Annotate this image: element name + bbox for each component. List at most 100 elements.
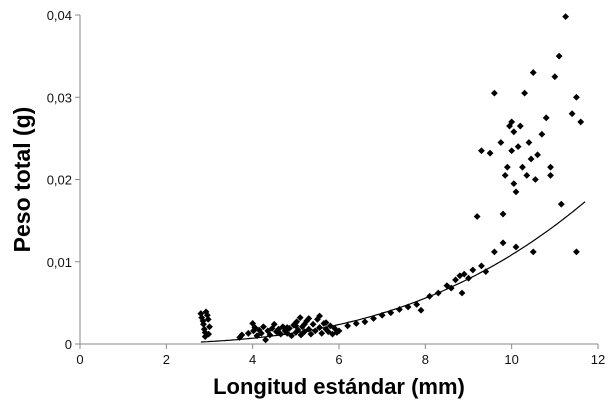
data-point bbox=[516, 122, 524, 130]
data-point bbox=[525, 139, 533, 146]
x-tick-label: 0 bbox=[76, 352, 83, 367]
data-point bbox=[568, 110, 576, 118]
x-tick-label: 4 bbox=[249, 352, 256, 367]
data-point bbox=[426, 292, 434, 300]
y-tick-label: 0,01 bbox=[47, 255, 72, 270]
data-point bbox=[514, 143, 522, 150]
data-point bbox=[434, 289, 442, 297]
data-point bbox=[497, 139, 505, 146]
data-point bbox=[551, 73, 559, 81]
data-point bbox=[307, 330, 315, 338]
y-tick-label: 0,03 bbox=[47, 90, 72, 105]
data-point bbox=[270, 320, 278, 328]
x-tick-label: 10 bbox=[504, 352, 518, 367]
data-point bbox=[301, 320, 308, 328]
data-point bbox=[482, 268, 490, 276]
data-point bbox=[255, 326, 263, 334]
data-point bbox=[503, 163, 511, 171]
data-point bbox=[521, 89, 529, 97]
data-point bbox=[508, 147, 516, 155]
data-point bbox=[352, 320, 360, 327]
data-point bbox=[344, 322, 352, 330]
data-point bbox=[486, 149, 494, 157]
data-point bbox=[322, 325, 330, 333]
data-point bbox=[311, 327, 319, 335]
data-point bbox=[370, 315, 377, 322]
data-point bbox=[499, 210, 507, 218]
data-point bbox=[378, 311, 386, 319]
data-point bbox=[206, 323, 213, 331]
data-point bbox=[198, 314, 206, 322]
data-point bbox=[387, 309, 395, 317]
data-points bbox=[197, 13, 585, 344]
data-point bbox=[460, 270, 468, 278]
data-point bbox=[452, 276, 459, 284]
data-point bbox=[501, 171, 509, 179]
data-point bbox=[275, 329, 282, 336]
data-point bbox=[257, 329, 265, 337]
data-point bbox=[519, 163, 526, 171]
data-point bbox=[491, 248, 498, 256]
data-point bbox=[305, 315, 313, 322]
data-point bbox=[547, 171, 554, 179]
data-point bbox=[318, 329, 326, 337]
tick-group: 0 2 4 6 8 10 12 0 0,01 0,02 0,03 0,04 bbox=[47, 8, 606, 367]
data-point bbox=[523, 171, 531, 179]
data-point bbox=[534, 151, 541, 159]
data-point bbox=[322, 319, 330, 327]
data-point bbox=[335, 327, 343, 335]
data-point bbox=[260, 323, 267, 331]
y-tick-label: 0 bbox=[65, 337, 72, 352]
data-point bbox=[491, 89, 498, 97]
data-point bbox=[529, 69, 537, 76]
data-point bbox=[292, 322, 300, 330]
data-point bbox=[478, 262, 485, 270]
data-point bbox=[200, 325, 208, 333]
axes bbox=[79, 15, 598, 345]
data-point bbox=[396, 306, 403, 313]
data-point bbox=[305, 325, 313, 333]
data-point bbox=[532, 176, 539, 183]
data-point bbox=[268, 324, 276, 332]
data-point bbox=[577, 118, 585, 126]
data-point bbox=[197, 310, 205, 317]
data-point bbox=[510, 180, 518, 188]
data-point bbox=[201, 333, 209, 340]
data-point bbox=[361, 318, 369, 326]
data-point bbox=[527, 155, 535, 163]
data-point bbox=[204, 315, 212, 323]
x-tick-label: 12 bbox=[591, 352, 605, 367]
data-point bbox=[473, 213, 481, 220]
data-point bbox=[547, 163, 554, 171]
data-point bbox=[465, 274, 472, 282]
data-point bbox=[331, 324, 339, 332]
data-point bbox=[316, 312, 323, 320]
data-point bbox=[538, 130, 546, 138]
data-point bbox=[236, 334, 244, 341]
data-point bbox=[413, 301, 421, 308]
data-point bbox=[458, 289, 466, 297]
x-tick-label: 8 bbox=[422, 352, 429, 367]
data-point bbox=[316, 324, 323, 331]
data-point bbox=[296, 314, 304, 322]
data-point bbox=[512, 243, 520, 251]
fit-curve bbox=[200, 201, 586, 343]
data-point bbox=[508, 118, 516, 126]
y-tick-label: 0,02 bbox=[47, 173, 72, 188]
data-point bbox=[249, 320, 257, 327]
data-point bbox=[238, 331, 246, 339]
data-point bbox=[573, 248, 580, 256]
data-point bbox=[562, 13, 570, 21]
data-point bbox=[499, 239, 507, 247]
data-point bbox=[262, 336, 270, 344]
data-point bbox=[283, 324, 291, 331]
data-point bbox=[288, 332, 295, 340]
data-point bbox=[557, 200, 565, 208]
x-tick-label: 2 bbox=[163, 352, 170, 367]
x-tick-label: 6 bbox=[335, 352, 342, 367]
data-point bbox=[309, 320, 317, 328]
data-point bbox=[478, 147, 485, 155]
data-point bbox=[555, 52, 563, 60]
